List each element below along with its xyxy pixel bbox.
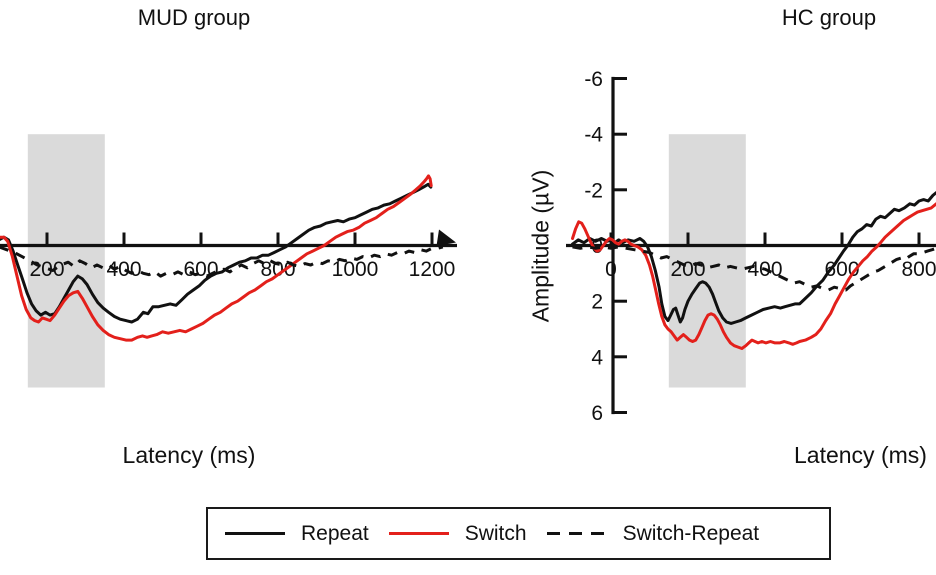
legend-item-repeat: Repeat bbox=[225, 522, 369, 546]
y-tick-label: -6 bbox=[584, 68, 603, 91]
x-tick-label: 1000 bbox=[332, 258, 379, 281]
series-switch-repeat bbox=[0, 245, 444, 278]
y-axis-label-amplitude: Amplitude (µV) bbox=[527, 169, 554, 323]
legend-item-switch-repeat: Switch-Repeat bbox=[546, 521, 760, 546]
y-tick-label: -2 bbox=[584, 179, 603, 202]
significance-window bbox=[27, 134, 105, 388]
y-tick-label: 6 bbox=[591, 402, 603, 425]
switch-repeat-line-sample bbox=[546, 532, 607, 535]
x-tick-label: 1200 bbox=[409, 258, 456, 281]
plot-title-mud: MUD group bbox=[137, 5, 251, 30]
x-axis-label-latency-hc: Latency (ms) bbox=[794, 442, 927, 468]
x-axis-label-latency-mud: Latency (ms) bbox=[122, 442, 256, 468]
legend: Repeat Switch Switch-Repeat bbox=[206, 507, 831, 560]
series-switch bbox=[0, 174, 433, 342]
x-tick-label: 200 bbox=[670, 258, 705, 281]
x-tick-label: 800 bbox=[901, 258, 936, 281]
legend-label-switch: Switch bbox=[464, 521, 527, 545]
legend-item-switch: Switch bbox=[388, 521, 527, 546]
y-tick-label: -4 bbox=[584, 124, 603, 147]
axis-end-arrow bbox=[436, 229, 456, 246]
plot-title-hc: HC group bbox=[781, 5, 877, 30]
x-tick-label: 800 bbox=[260, 258, 295, 281]
x-tick-label: 600 bbox=[183, 258, 218, 281]
series-switch bbox=[571, 202, 936, 350]
x-tick-label: 400 bbox=[106, 258, 141, 281]
series-repeat bbox=[571, 191, 936, 325]
x-tick-label: 0 bbox=[605, 258, 617, 281]
mud-group-plot: 200 400 600 800 1000 1200 bbox=[0, 134, 457, 388]
y-tick-label: 4 bbox=[591, 346, 603, 369]
legend-label-repeat: Repeat bbox=[301, 521, 369, 545]
repeat-line-sample bbox=[225, 532, 285, 535]
switch-line-sample bbox=[388, 532, 449, 535]
legend-label-switch-repeat: Switch-Repeat bbox=[622, 521, 760, 545]
y-tick-label: 2 bbox=[591, 291, 603, 314]
x-tick-label: 200 bbox=[29, 258, 64, 281]
